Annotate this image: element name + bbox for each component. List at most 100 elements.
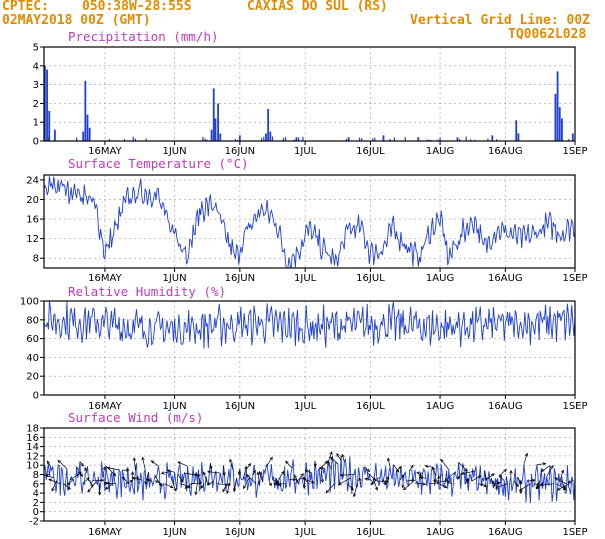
surface-wind-m-s-arrow (305, 470, 312, 474)
surface-wind-m-s-arrowhead (562, 486, 566, 491)
surface-wind-m-s-arrow (341, 454, 345, 462)
surface-wind-m-s-arrow (257, 472, 260, 484)
precipitation-mm-h-bar (44, 65, 46, 141)
relative-humidity-xtick-label: 1JUL (294, 401, 317, 412)
surface-wind-m-s-arrowhead (180, 479, 184, 483)
precipitation-mm-h-bar (382, 135, 385, 141)
surface-wind-m-s-arrowhead (443, 484, 448, 488)
surface-wind-m-s-arrowhead (416, 471, 420, 475)
precipitation-mm-h-bar (393, 137, 395, 141)
surface-wind-m-s-arrowhead (410, 464, 414, 469)
precipitation-mm-h-bar (417, 137, 419, 141)
surface-wind-m-s-ytick-label: 14 (26, 442, 39, 453)
surface-wind-m-s-arrowhead (258, 470, 262, 475)
surface-wind-m-s-arrowhead (78, 471, 82, 476)
surface-wind-m-s-arrowhead (269, 456, 273, 461)
precipitation-mm-h-bar (282, 137, 284, 141)
surface-wind-m-s-arrow (216, 483, 231, 486)
precipitation-mm-h-bar (572, 136, 574, 141)
surface-wind-m-s-arrowhead (131, 476, 136, 480)
surface-wind-m-s-xtick-label: 1AUG (426, 527, 454, 538)
precipitation-mm-h-xtick-label: 16JUN (225, 146, 255, 157)
surface-wind-m-s-arrow (252, 470, 256, 476)
surface-wind-m-s-arrowhead (493, 483, 497, 488)
surface-wind-m-s-arrowhead (532, 478, 536, 483)
relative-humidity-line (44, 301, 575, 349)
surface-wind-m-s-arrowhead (302, 485, 306, 490)
surface-wind-m-s-arrowhead (300, 473, 304, 477)
surface-wind-m-s-arrowhead (542, 462, 547, 466)
surface-wind-m-s-arrow (366, 472, 376, 481)
surface-wind-m-s-arrowhead (411, 478, 416, 483)
surface-wind-m-s-arrow (161, 471, 169, 474)
surface-wind-m-s-arrowhead (313, 463, 317, 468)
surface-wind-m-s-ytick-label: 2 (33, 498, 39, 509)
precipitation-mm-h-bar (474, 139, 476, 141)
surface-wind-m-s-arrow (132, 477, 143, 481)
precipitation-mm-h-bar (437, 139, 439, 141)
surface-wind-m-s-arrow (164, 483, 174, 488)
surface-wind-m-s-ytick-label: 8 (33, 470, 39, 481)
relative-humidity-title: Relative Humidity (%) (68, 284, 226, 299)
relative-humidity-xtick-label: 1SEP (562, 401, 587, 412)
surface-wind-m-s-arrowhead (198, 481, 203, 485)
precipitation-mm-h-bar (404, 137, 406, 141)
precipitation-mm-h-bar (456, 137, 459, 141)
surface-temperature-c-title: Surface Temperature (°C) (68, 156, 249, 171)
surface-wind-m-s-arrow (546, 465, 554, 477)
surface-wind-m-s-arrow (210, 463, 212, 469)
precipitation-mm-h-bar (84, 138, 86, 141)
surface-temperature-c-xtick-label: 1SEP (562, 273, 587, 284)
surface-wind-m-s-arrow (243, 476, 250, 489)
precipitation-mm-h-bar (238, 135, 241, 141)
surface-wind-m-s-arrow (142, 457, 146, 470)
surface-wind-m-s-arrowhead (206, 482, 211, 486)
surface-wind-m-s-arrow (495, 483, 508, 489)
surface-wind-m-s-arrow (330, 456, 339, 465)
surface-temperature-c-xtick-label: 1JUN (163, 273, 187, 284)
surface-wind-m-s-arrow (177, 461, 188, 467)
surface-wind-m-s-arrowhead (509, 469, 513, 474)
surface-wind-m-s-arrowhead (194, 491, 198, 496)
surface-wind-m-s-arrow (314, 460, 316, 467)
surface-wind-m-s-arrow (48, 478, 61, 485)
surface-wind-m-s-arrow (125, 480, 133, 485)
relative-humidity-ytick-label: 80 (26, 315, 39, 326)
surface-wind-m-s-arrow (57, 460, 68, 469)
surface-wind-m-s-arrow (102, 466, 106, 477)
precipitation-mm-h-xtick-label: 1SEP (562, 146, 587, 157)
precipitation-mm-h-xtick-label: 1JUL (294, 146, 317, 157)
surface-wind-m-s-arrowhead (232, 488, 237, 492)
surface-wind-m-s-arrow (500, 469, 507, 475)
surface-wind-m-s-arrow (498, 474, 505, 482)
surface-wind-m-s-arrowhead (79, 473, 83, 478)
precipitation-mm-h-bar (108, 138, 110, 141)
surface-wind-m-s-arrowhead (273, 482, 278, 486)
precipitation-mm-h-bar (459, 139, 461, 141)
surface-wind-m-s-arrowhead (560, 469, 565, 474)
surface-wind-m-s-arrowhead (173, 487, 177, 492)
surface-wind-m-s-arrowhead (207, 470, 211, 474)
surface-wind-m-s-xtick-label: 16JUL (356, 527, 385, 538)
surface-wind-m-s-arrowhead (336, 453, 340, 457)
surface-wind-m-s-xtick-label: 1SEP (562, 527, 587, 538)
surface-wind-m-s-arrow (133, 457, 136, 470)
surface-wind-m-s-arrow (275, 477, 282, 487)
surface-temperature-c-ytick-label: 12 (26, 234, 39, 245)
surface-wind-m-s-arrow (559, 470, 564, 482)
precipitation-mm-h-bar (491, 135, 494, 141)
precipitation-mm-h-bar (558, 107, 561, 141)
surface-wind-m-s-arrow (203, 471, 208, 483)
surface-wind-m-s-arrowhead (112, 472, 117, 477)
precipitation-mm-h-xtick-label: 1JUN (163, 146, 187, 157)
surface-wind-m-s-arrow (527, 479, 536, 482)
surface-wind-m-s-arrow (325, 483, 335, 494)
surface-wind-m-s-arrowhead (122, 476, 126, 481)
surface-wind-m-s-arrowhead (395, 469, 400, 473)
surface-wind-m-s-arrowhead (440, 458, 444, 463)
precipitation-mm-h-bar (46, 69, 48, 141)
header-coords: 050:38W-28:55S (82, 0, 192, 14)
surface-wind-m-s-arrowhead (374, 487, 378, 491)
surface-wind-m-s-arrow (458, 462, 468, 472)
